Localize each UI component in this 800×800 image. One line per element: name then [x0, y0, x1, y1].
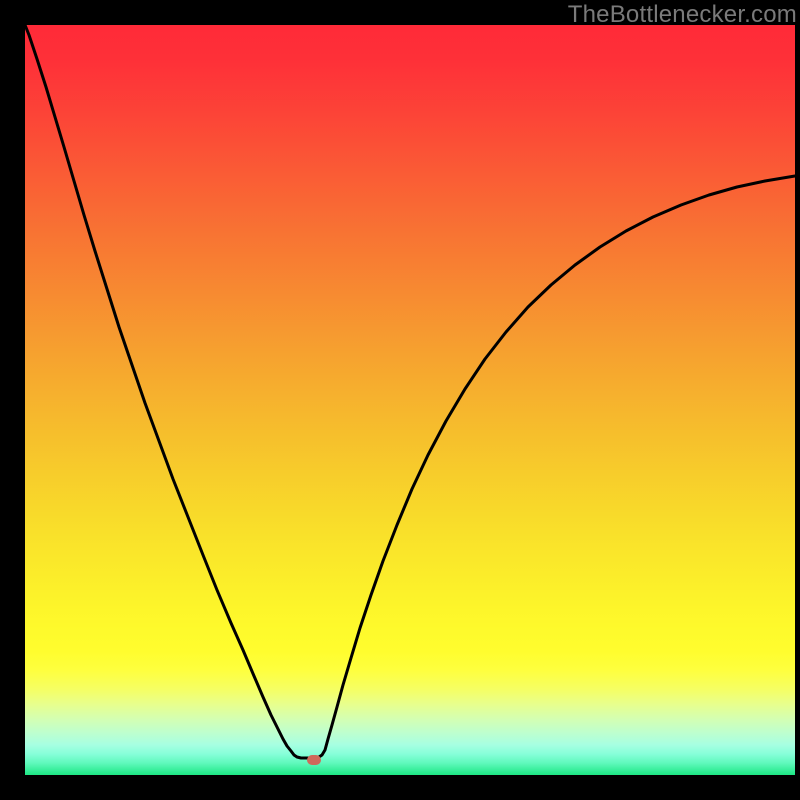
bottleneck-chart-area [25, 25, 795, 775]
frame-bottom [0, 775, 800, 800]
frame-left [0, 0, 25, 800]
bottleneck-curve-svg [25, 25, 795, 775]
optimum-marker [307, 755, 321, 765]
bottleneck-curve [25, 25, 795, 758]
watermark-text: TheBottlenecker.com [568, 1, 797, 29]
frame-right [795, 0, 800, 800]
